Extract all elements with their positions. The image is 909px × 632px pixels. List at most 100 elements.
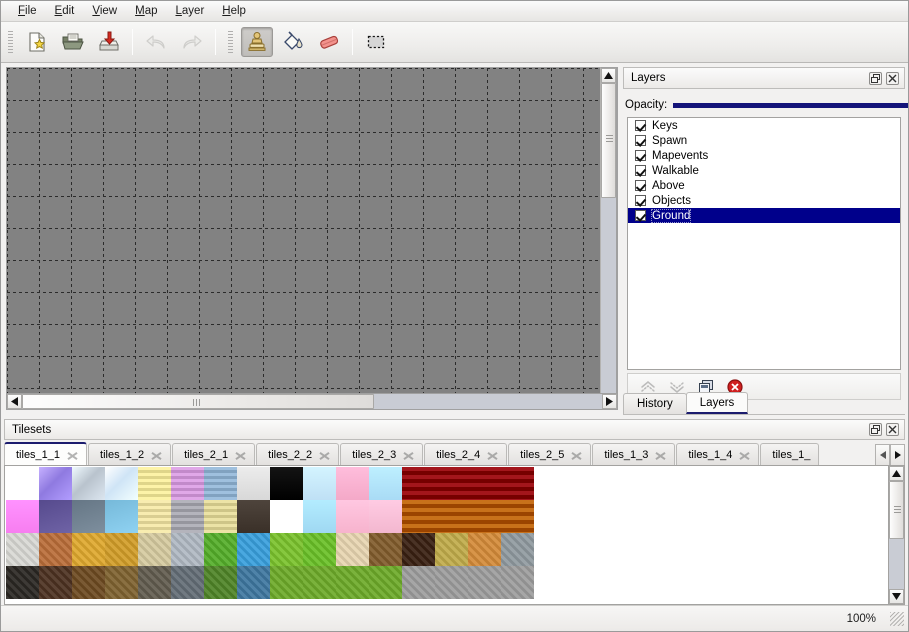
layer-visibility-checkbox[interactable] — [635, 195, 646, 206]
tileset-tab-tiles_2_2[interactable]: tiles_2_2 — [256, 443, 340, 466]
tile-cell[interactable] — [171, 467, 204, 500]
layer-visibility-checkbox[interactable] — [635, 180, 646, 191]
undo-button[interactable] — [140, 27, 172, 57]
tileset-tab-tiles_1_1[interactable]: tiles_1_1 — [4, 442, 88, 466]
tile-cell[interactable] — [138, 566, 171, 599]
stamp-tool-button[interactable] — [241, 27, 273, 57]
float-panel-button[interactable] — [869, 71, 882, 85]
tile-cell[interactable] — [138, 500, 171, 533]
tile-cell[interactable] — [171, 566, 204, 599]
save-map-button[interactable] — [93, 27, 125, 57]
tile-cell[interactable] — [402, 533, 435, 566]
scroll-tabs-right-button[interactable] — [890, 444, 905, 466]
tile-cell[interactable] — [270, 467, 303, 500]
menu-view[interactable]: View — [83, 2, 126, 20]
tile-cell[interactable] — [105, 467, 138, 500]
tile-cell[interactable] — [435, 467, 468, 500]
tile-cell[interactable] — [303, 500, 336, 533]
tile-cell[interactable] — [171, 533, 204, 566]
tileset-tab-close-icon[interactable] — [403, 450, 414, 461]
tile-cell[interactable] — [435, 566, 468, 599]
tile-cell[interactable] — [237, 566, 270, 599]
tile-cell[interactable] — [336, 500, 369, 533]
layers-list[interactable]: Keys Spawn Mapevents Walkable Above Objects Gr… — [627, 117, 901, 370]
layer-row-mapevents[interactable]: Mapevents — [628, 148, 900, 163]
scroll-up-button[interactable] — [889, 466, 904, 481]
tile-cell[interactable] — [105, 566, 138, 599]
tile-cell[interactable] — [468, 566, 501, 599]
tile-cell[interactable] — [204, 500, 237, 533]
layer-row-above[interactable]: Above — [628, 178, 900, 193]
open-map-button[interactable] — [57, 27, 89, 57]
tileset-tab-tiles_2_4[interactable]: tiles_2_4 — [424, 443, 508, 466]
tileset-tab-close-icon[interactable] — [319, 450, 330, 461]
tile-cell[interactable] — [369, 500, 402, 533]
opacity-slider[interactable] — [673, 96, 908, 114]
scroll-down-button[interactable] — [889, 589, 904, 604]
tile-cell[interactable] — [402, 467, 435, 500]
layer-visibility-checkbox[interactable] — [635, 165, 646, 176]
tileset-tab-tiles_1_4[interactable]: tiles_1_4 — [676, 443, 760, 466]
tileset-tab-close-icon[interactable] — [487, 450, 498, 461]
tileset-tab-close-icon[interactable] — [571, 450, 582, 461]
layer-visibility-checkbox[interactable] — [635, 135, 646, 146]
tileset-tab-tiles_1_2[interactable]: tiles_1_2 — [88, 443, 172, 466]
menu-layer[interactable]: Layer — [167, 2, 214, 20]
tile-cell[interactable] — [303, 467, 336, 500]
resize-grip[interactable] — [890, 611, 904, 626]
tile-cell[interactable] — [39, 533, 72, 566]
menu-edit[interactable]: Edit — [46, 2, 84, 20]
tile-cell[interactable] — [39, 500, 72, 533]
layer-visibility-checkbox[interactable] — [635, 150, 646, 161]
tileset-tab-close-icon[interactable] — [655, 450, 666, 461]
close-panel-button[interactable] — [886, 423, 899, 436]
menu-map[interactable]: Map — [126, 2, 166, 20]
tile-cell[interactable] — [336, 566, 369, 599]
tile-cell[interactable] — [105, 500, 138, 533]
scrollbar-thumb[interactable] — [889, 481, 904, 539]
tile-cell[interactable] — [6, 500, 39, 533]
tile-cell[interactable] — [336, 533, 369, 566]
tile-cell[interactable] — [336, 467, 369, 500]
tileset-tab-close-icon[interactable] — [151, 450, 162, 461]
tile-cell[interactable] — [501, 467, 534, 500]
menu-file[interactable]: File — [9, 2, 46, 20]
redo-button[interactable] — [176, 27, 208, 57]
tile-cell[interactable] — [138, 467, 171, 500]
select-tool-button[interactable] — [360, 27, 392, 57]
tile-cell[interactable] — [72, 500, 105, 533]
tile-cell[interactable] — [204, 566, 237, 599]
tileset-tab-tiles_2_5[interactable]: tiles_2_5 — [508, 443, 592, 466]
scroll-left-button[interactable] — [7, 394, 22, 409]
tile-cell[interactable] — [237, 467, 270, 500]
tileset-tab-close-icon[interactable] — [67, 450, 78, 461]
tile-cell[interactable] — [501, 566, 534, 599]
tileset-tab-tiles_1_[interactable]: tiles_1_ — [760, 443, 820, 466]
layer-row-ground[interactable]: Ground — [628, 208, 900, 223]
map-horizontal-scrollbar[interactable] — [6, 393, 618, 410]
tile-cell[interactable] — [72, 467, 105, 500]
menu-help[interactable]: Help — [213, 2, 255, 20]
tileset-vertical-scrollbar[interactable] — [888, 465, 905, 605]
fill-tool-button[interactable] — [277, 27, 309, 57]
tile-cell[interactable] — [501, 533, 534, 566]
layer-row-objects[interactable]: Objects — [628, 193, 900, 208]
tile-cell[interactable] — [369, 533, 402, 566]
tile-cell[interactable] — [72, 533, 105, 566]
tile-cell[interactable] — [468, 533, 501, 566]
tile-cell[interactable] — [138, 533, 171, 566]
scrollbar-thumb[interactable] — [601, 83, 616, 198]
tileset-tab-tiles_1_3[interactable]: tiles_1_3 — [592, 443, 676, 466]
tile-cell[interactable] — [501, 500, 534, 533]
map-canvas[interactable] — [6, 67, 618, 410]
tab-layers[interactable]: Layers — [685, 392, 749, 414]
scroll-up-button[interactable] — [601, 68, 616, 83]
delete-layer-button[interactable] — [723, 376, 747, 398]
tile-cell[interactable] — [402, 500, 435, 533]
eraser-tool-button[interactable] — [313, 27, 345, 57]
layer-row-keys[interactable]: Keys — [628, 118, 900, 133]
tile-cell[interactable] — [435, 500, 468, 533]
layer-row-spawn[interactable]: Spawn — [628, 133, 900, 148]
close-panel-button[interactable] — [886, 71, 899, 85]
layer-visibility-checkbox[interactable] — [635, 120, 646, 131]
